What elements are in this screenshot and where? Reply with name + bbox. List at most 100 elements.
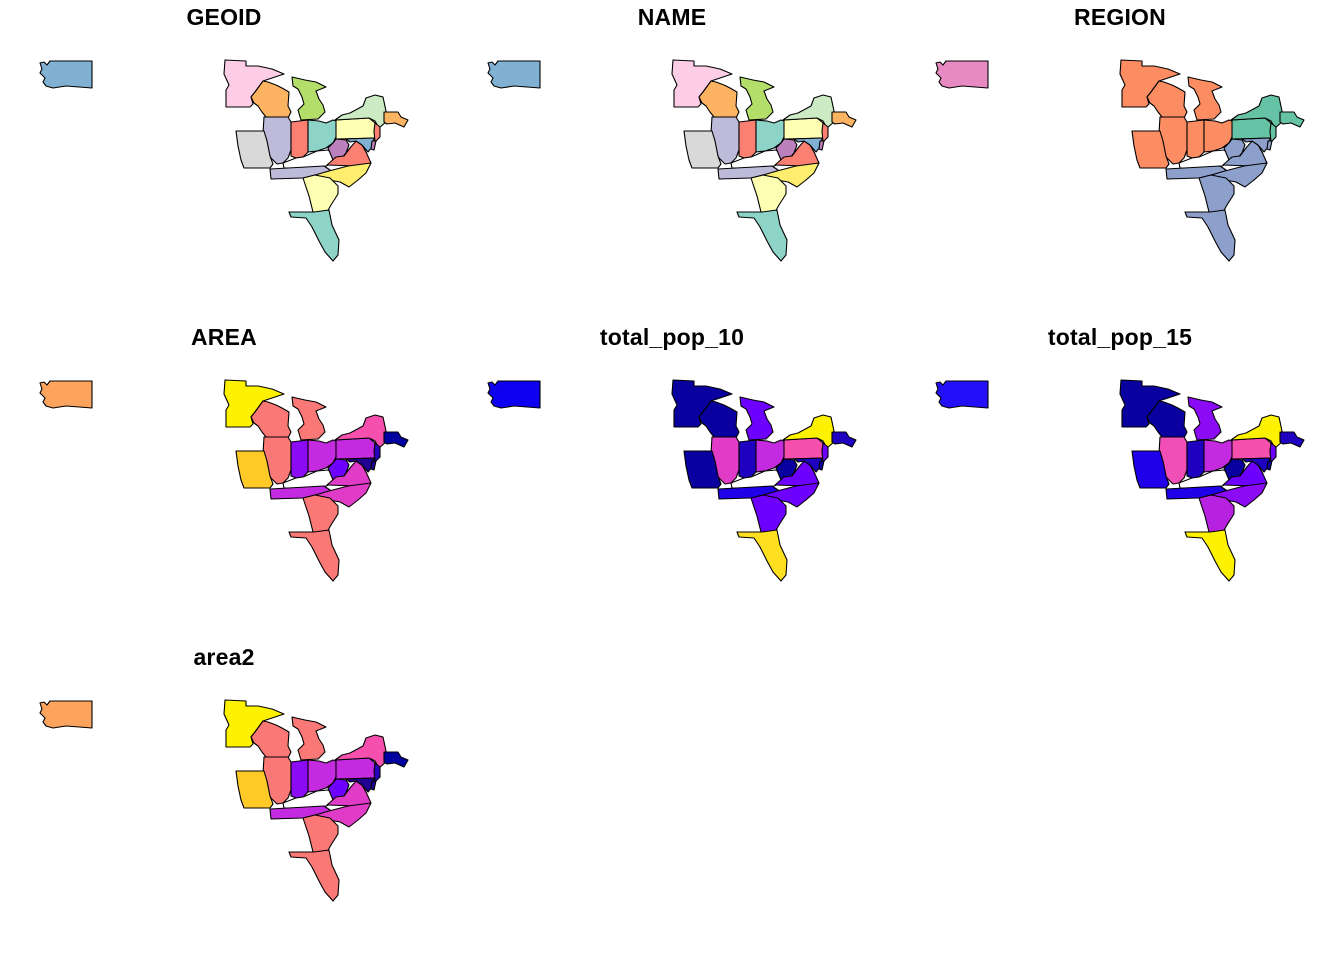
state-shape-pa xyxy=(335,117,379,140)
state-shape-pa xyxy=(335,757,379,780)
state-shape-wa xyxy=(39,380,93,409)
state-shape-de xyxy=(818,460,825,471)
state-shape-mi xyxy=(1187,396,1223,441)
choropleth-map xyxy=(935,59,1305,262)
choropleth-map xyxy=(487,59,857,262)
state-shape-nc xyxy=(314,482,372,508)
state-shape-mo xyxy=(235,130,274,169)
state-shape-wa xyxy=(487,380,541,409)
panel-title: total_pop_15 xyxy=(1047,324,1193,350)
state-shape-ga xyxy=(750,494,787,533)
state-shape-ga xyxy=(302,174,339,213)
state-shape-in xyxy=(290,439,309,479)
map-panel-area2: area2 xyxy=(0,640,448,960)
state-shape-pa xyxy=(783,117,827,140)
state-shape-de xyxy=(818,140,825,151)
panel-title: area2 xyxy=(193,644,255,670)
state-shape-mo xyxy=(235,450,274,489)
state-shape-wa xyxy=(487,60,541,89)
state-shape-ga xyxy=(302,814,339,853)
state-shape-in xyxy=(290,119,309,159)
state-shape-ny xyxy=(334,734,387,769)
state-shape-de xyxy=(370,780,377,791)
panel-title: GEOID xyxy=(186,4,262,30)
panel-title: total_pop_10 xyxy=(599,324,745,350)
choropleth-map xyxy=(935,379,1305,582)
state-shape-wa xyxy=(935,60,989,89)
state-shape-mi xyxy=(291,76,327,121)
state-shape-nc xyxy=(1210,162,1268,188)
state-shape-mi xyxy=(739,396,775,441)
panel-title: AREA xyxy=(191,324,257,350)
state-shape-md xyxy=(793,457,823,473)
state-shape-in xyxy=(1186,439,1205,479)
state-shape-ma xyxy=(1279,111,1305,128)
state-shape-wi xyxy=(250,720,292,759)
panel-title: REGION xyxy=(1074,4,1166,30)
state-shape-in xyxy=(290,759,309,799)
state-shape-wi xyxy=(1146,80,1188,119)
state-shape-in xyxy=(738,119,757,159)
state-shape-nj xyxy=(373,122,381,143)
state-shape-fl xyxy=(288,529,340,582)
state-shape-nj xyxy=(1269,442,1277,463)
state-shape-nj xyxy=(373,442,381,463)
state-shape-pa xyxy=(1231,117,1275,140)
state-shape-ga xyxy=(750,174,787,213)
state-shape-ma xyxy=(383,751,409,768)
choropleth-map xyxy=(39,379,409,582)
state-shape-md xyxy=(1241,137,1271,153)
state-shape-wi xyxy=(250,80,292,119)
state-shape-md xyxy=(793,137,823,153)
map-panel-area: AREA xyxy=(0,320,448,640)
choropleth-map xyxy=(39,699,409,902)
state-shape-fl xyxy=(1184,529,1236,582)
state-shape-ny xyxy=(782,414,835,449)
state-shape-wa xyxy=(39,700,93,729)
state-shape-ny xyxy=(782,94,835,129)
state-shape-pa xyxy=(783,437,827,460)
state-shape-in xyxy=(1186,119,1205,159)
state-shape-ny xyxy=(1230,94,1283,129)
state-shape-nc xyxy=(1210,482,1268,508)
state-shape-fl xyxy=(736,209,788,262)
state-shape-mo xyxy=(683,450,722,489)
map-panel-region: REGION xyxy=(896,0,1344,320)
state-shape-md xyxy=(345,777,375,793)
state-shape-de xyxy=(1266,460,1273,471)
choropleth-map xyxy=(39,59,409,262)
state-shape-ga xyxy=(302,494,339,533)
state-shape-ma xyxy=(831,111,857,128)
state-shape-de xyxy=(370,140,377,151)
choropleth-map xyxy=(487,379,857,582)
state-shape-nc xyxy=(762,482,820,508)
state-shape-wa xyxy=(39,60,93,89)
state-shape-wi xyxy=(250,400,292,439)
map-panel-name: NAME xyxy=(448,0,896,320)
state-shape-md xyxy=(345,137,375,153)
state-shape-ny xyxy=(1230,414,1283,449)
state-shape-ga xyxy=(1198,494,1235,533)
panel-title: NAME xyxy=(637,4,707,30)
state-shape-ny xyxy=(334,94,387,129)
map-panel-total-pop-15: total_pop_15 xyxy=(896,320,1344,640)
map-panel-total-pop-10: total_pop_10 xyxy=(448,320,896,640)
state-shape-mi xyxy=(739,76,775,121)
state-shape-nj xyxy=(821,442,829,463)
state-shape-nc xyxy=(314,162,372,188)
state-shape-fl xyxy=(1184,209,1236,262)
state-shape-nj xyxy=(373,762,381,783)
state-shape-wa xyxy=(935,380,989,409)
state-shape-wi xyxy=(1146,400,1188,439)
state-shape-mo xyxy=(1131,450,1170,489)
state-shape-fl xyxy=(736,529,788,582)
state-shape-in xyxy=(738,439,757,479)
state-shape-md xyxy=(1241,457,1271,473)
state-shape-ma xyxy=(831,431,857,448)
state-shape-wi xyxy=(698,400,740,439)
state-shape-mo xyxy=(1131,130,1170,169)
state-shape-ny xyxy=(334,414,387,449)
state-shape-ma xyxy=(1279,431,1305,448)
state-shape-md xyxy=(345,457,375,473)
state-shape-de xyxy=(370,460,377,471)
